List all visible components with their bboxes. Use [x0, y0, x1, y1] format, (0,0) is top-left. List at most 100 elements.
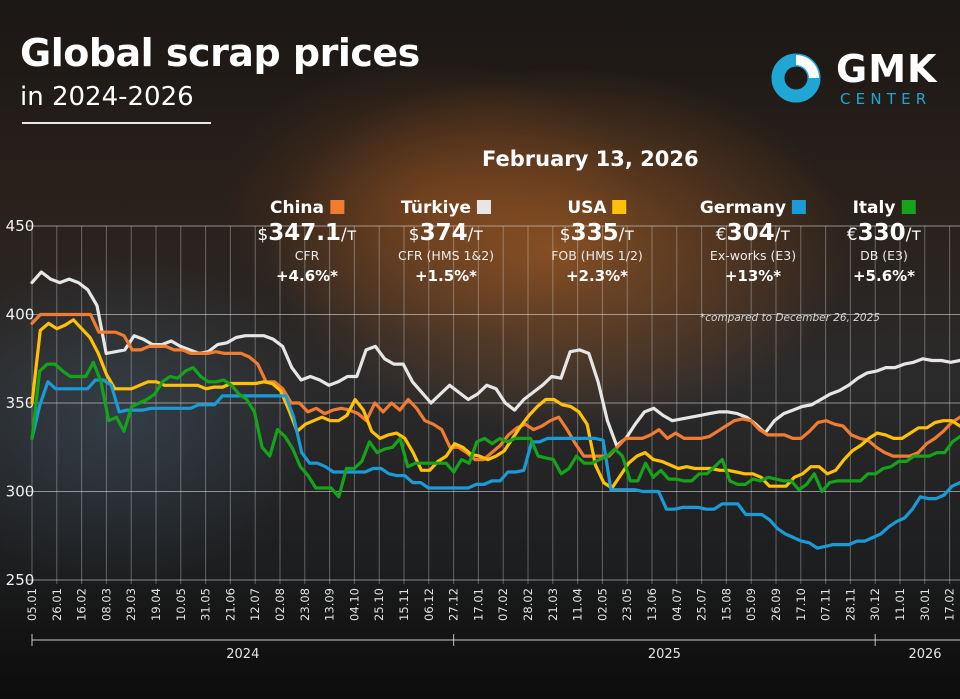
- price-basis: DB (E3): [860, 248, 908, 263]
- x-tick-label: 23.05: [620, 588, 634, 621]
- legend-card-china: China $347.1/т CFR +4.6%*: [257, 196, 356, 289]
- x-tick-label: 04.07: [670, 588, 684, 621]
- x-tick-label: 05.09: [744, 588, 758, 621]
- country-name: Germany: [699, 198, 787, 218]
- x-tick-label: 29.03: [124, 588, 138, 621]
- x-tick-label: 11.04: [571, 588, 585, 621]
- x-tick-label: 13.09: [323, 588, 337, 621]
- y-tick-label: 250: [6, 571, 35, 589]
- x-axis: 05.01 26.01 16.02 08.03 29.03 19.04 10.05 31.05…: [25, 588, 957, 621]
- x-tick-label: 28.11: [843, 588, 857, 621]
- x-tick-label: 17.01: [471, 588, 485, 621]
- x-tick-label: 13.06: [645, 588, 659, 621]
- legend-card-germany: Germany €304/т Ex-works (E3) +13%*: [699, 196, 807, 289]
- price: €304/т: [715, 220, 791, 246]
- x-tick-label: 04.10: [347, 588, 361, 621]
- legend-card-usa: USA $335/т FOB (HMS 1/2) +2.3%*: [551, 196, 643, 289]
- x-tick-label: 19.04: [149, 588, 163, 621]
- legend-swatch: [329, 200, 344, 214]
- country-name: China: [270, 198, 324, 218]
- price-change: +1.5%*: [414, 267, 478, 285]
- legend-card-italy: Italy €330/т DB (E3) +5.6%*: [847, 196, 921, 289]
- price-change: +2.3%*: [565, 267, 629, 285]
- logo-ring-icon: [771, 53, 821, 103]
- x-tick-label: 21.06: [223, 588, 237, 621]
- price-change: +5.6%*: [852, 267, 916, 285]
- y-axis: 250 300 350 400 450: [6, 217, 35, 589]
- price: €330/т: [846, 220, 922, 246]
- year-label: 2026: [908, 647, 941, 662]
- price-basis: FOB (HMS 1/2): [551, 248, 643, 263]
- country-name: Italy: [852, 198, 896, 218]
- x-tick-label: 06.12: [422, 588, 436, 621]
- x-tick-label: 17.02: [943, 588, 957, 621]
- logo-subtext: CENTER: [840, 90, 932, 108]
- x-tick-label: 02.05: [595, 588, 609, 621]
- x-tick-label: 25.07: [695, 588, 709, 621]
- x-tick-label: 26.09: [769, 588, 783, 621]
- x-tick-label: 23.08: [298, 588, 312, 621]
- price-change: +4.6%*: [275, 267, 339, 285]
- x-tick-label: 12.07: [248, 588, 262, 621]
- y-tick-label: 350: [6, 394, 35, 412]
- grid: [26, 225, 960, 584]
- x-tick-label: 27.12: [447, 588, 461, 621]
- x-tick-label: 31.05: [199, 588, 213, 621]
- x-tick-label: 05.01: [25, 588, 39, 621]
- x-tick-label: 07.11: [819, 588, 833, 621]
- series-lines: [30, 270, 960, 550]
- gmk-center-logo: GMK CENTER: [770, 47, 942, 108]
- price-value: 330: [857, 220, 906, 246]
- legend-swatch: [477, 200, 492, 214]
- price-value: 304: [726, 220, 775, 246]
- legend-swatch: [901, 200, 916, 214]
- x-tick-label: 15.08: [719, 588, 733, 621]
- year-label: 2024: [226, 647, 259, 662]
- price: $335/т: [559, 220, 635, 246]
- price-value: 335: [570, 220, 619, 246]
- series-line-germany: [30, 378, 960, 550]
- report-date: February 13, 2026: [482, 147, 699, 171]
- legend-swatch: [612, 200, 627, 214]
- x-tick-label: 26.01: [50, 588, 64, 621]
- x-tick-label: 30.01: [918, 588, 932, 621]
- x-tick-label: 02.08: [273, 588, 287, 621]
- price-legend: China $347.1/т CFR +4.6%* Türkiye $374/т…: [0, 196, 960, 306]
- legend-swatch: [792, 200, 807, 214]
- price-value: 347.1: [268, 220, 341, 246]
- x-tick-label: 15.11: [397, 588, 411, 621]
- price: $374/т: [408, 220, 484, 246]
- series-line-italy: [30, 360, 960, 499]
- price-basis: CFR: [294, 248, 320, 263]
- series-line-trkiye: [30, 270, 960, 448]
- x-tick-label: 25.10: [372, 588, 386, 621]
- country-name: USA: [567, 198, 607, 218]
- year-label: 2025: [648, 647, 681, 662]
- y-tick-label: 300: [6, 483, 35, 501]
- x-tick-label: 08.03: [99, 588, 113, 621]
- title-underline: [22, 122, 211, 124]
- logo-wordmark: GMK: [836, 47, 938, 91]
- country-name: Türkiye: [400, 198, 472, 218]
- chart-title: Global scrap prices: [20, 31, 420, 75]
- price-basis: CFR (HMS 1&2): [397, 248, 495, 263]
- x-tick-label: 10.05: [174, 588, 188, 621]
- x-tick-label: 11.01: [893, 588, 907, 621]
- background-shade: [0, 569, 960, 699]
- series-line-usa: [30, 318, 960, 490]
- chart-subtitle: in 2024-2026: [20, 82, 194, 112]
- series-line-china: [30, 312, 960, 462]
- price-basis: Ex-works (E3): [709, 248, 797, 263]
- x-tick-label: 21.03: [546, 588, 560, 621]
- x-tick-label: 17.10: [794, 588, 808, 621]
- x-tick-label: 30.12: [868, 588, 882, 621]
- legend-card-turkiye: Türkiye $374/т CFR (HMS 1&2) +1.5%*: [398, 196, 494, 289]
- price: $347.1/т: [257, 220, 357, 246]
- x-tick-label: 28.02: [521, 588, 535, 621]
- year-axis: 2024 2025 2026: [31, 634, 960, 662]
- x-tick-label: 07.02: [496, 588, 510, 621]
- y-tick-label: 450: [6, 217, 35, 235]
- x-tick-label: 16.02: [75, 588, 89, 621]
- y-tick-label: 400: [6, 306, 35, 324]
